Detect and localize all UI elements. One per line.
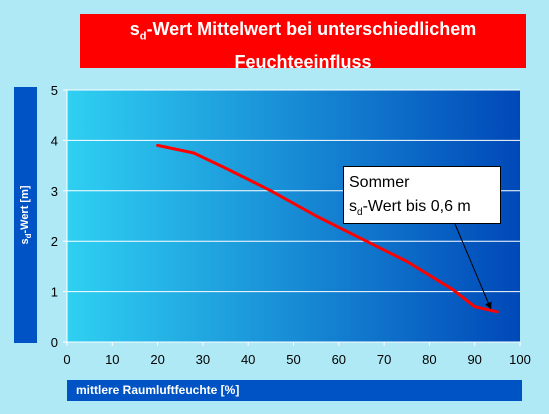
annotation-line1: Sommer	[349, 174, 410, 191]
x-tick-label: 30	[196, 352, 210, 367]
x-tick-label: 80	[422, 352, 436, 367]
x-tick-label: 20	[150, 352, 164, 367]
annotation-box: Sommer sd-Wert bis 0,6 m	[343, 166, 501, 224]
y-tick-label: 5	[51, 83, 58, 98]
x-tick-label: 10	[105, 352, 119, 367]
x-tick-label: 0	[63, 352, 70, 367]
x-tick-label: 50	[286, 352, 300, 367]
x-tick-label: 90	[467, 352, 481, 367]
x-tick-label: 100	[509, 352, 531, 367]
y-tick-label: 2	[51, 234, 58, 249]
x-tick-label: 60	[332, 352, 346, 367]
series-line	[156, 143, 499, 314]
x-tick-label: 70	[377, 352, 391, 367]
y-tick-label: 0	[51, 335, 58, 350]
annotation-line2: sd-Wert bis 0,6 m	[349, 198, 471, 219]
annotation-arrow	[454, 223, 492, 310]
chart-title: sd-Wert Mittelwert bei unterschiedlichem…	[80, 14, 526, 72]
y-tick-label: 1	[51, 285, 58, 300]
y-tick-label: 4	[51, 133, 58, 148]
x-axis-label: mittlere Raumluftfeuchte [%]	[67, 380, 522, 401]
chart-title-line1: sd-Wert Mittelwert bei unterschiedlichem	[129, 19, 477, 43]
x-tick-label: 40	[241, 352, 255, 367]
y-tick-label: 3	[51, 184, 58, 199]
chart-title-line2: Feuchteeinfluss	[234, 51, 372, 72]
y-axis-label-box: sd-Wert [m]	[14, 87, 37, 343]
